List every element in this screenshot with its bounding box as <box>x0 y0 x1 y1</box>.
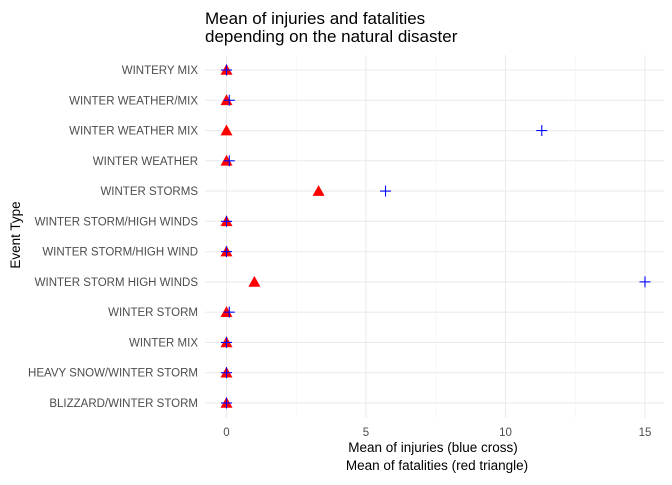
injury-cross-point <box>223 155 235 167</box>
fatality-triangle-point <box>312 185 325 196</box>
y-tick-label: WINTER WEATHER/MIX <box>69 95 198 107</box>
y-tick-label: WINTER STORM <box>108 307 198 319</box>
x-tick-label: 5 <box>363 427 369 439</box>
x-axis-title-line1: Mean of injuries (blue cross) <box>348 440 518 455</box>
injury-cross-point <box>536 125 548 137</box>
injury-cross-point <box>380 185 392 197</box>
injury-cross-point <box>639 276 651 288</box>
x-tick-labels: 0 5 10 15 <box>223 427 651 439</box>
x-axis-title-line2: Mean of fatalities (red triangle) <box>346 458 528 473</box>
y-tick-label: WINTER STORM/HIGH WIND <box>42 247 198 259</box>
y-tick-label: WINTER WEATHER <box>93 156 198 168</box>
y-tick-label: WINTER STORM/HIGH WINDS <box>35 216 199 228</box>
injury-cross-point <box>223 94 235 106</box>
y-tick-label: HEAVY SNOW/WINTER STORM <box>28 368 198 380</box>
injury-cross-point <box>223 306 235 318</box>
fatality-triangle-point <box>220 124 233 136</box>
x-tick-label: 0 <box>223 427 229 439</box>
injury-cross-point <box>221 246 232 258</box>
y-tick-label: BLIZZARD/WINTER STORM <box>49 398 198 410</box>
injury-cross-point <box>221 215 232 227</box>
y-axis-title: Event Type <box>8 201 23 268</box>
chart-title-line1: Mean of injuries and fatalities <box>205 9 425 28</box>
injury-cross-point <box>221 397 232 409</box>
y-tick-label: WINTER MIX <box>129 337 198 349</box>
injury-cross-point <box>221 336 232 348</box>
x-tick-label: 15 <box>639 427 652 439</box>
x-tick-label: 10 <box>499 427 512 439</box>
chart-title-line2: depending on the natural disaster <box>205 27 458 46</box>
data-markers <box>220 64 651 409</box>
injury-cross-point <box>221 64 232 76</box>
y-tick-labels: BLIZZARD/WINTER STORM HEAVY SNOW/WINTER S… <box>28 65 198 410</box>
y-tick-label: WINTERY MIX <box>122 65 199 77</box>
y-tick-label: WINTER STORM HIGH WINDS <box>35 277 199 289</box>
fatality-triangle-point <box>220 94 233 106</box>
fatality-triangle-point <box>248 275 261 287</box>
y-tick-label: WINTER STORMS <box>100 186 198 198</box>
y-tick-label: WINTER WEATHER MIX <box>69 126 198 138</box>
fatality-triangle-point <box>220 154 233 166</box>
grid <box>205 55 664 418</box>
injury-cross-point <box>221 367 232 379</box>
fatality-triangle-point <box>220 306 233 317</box>
